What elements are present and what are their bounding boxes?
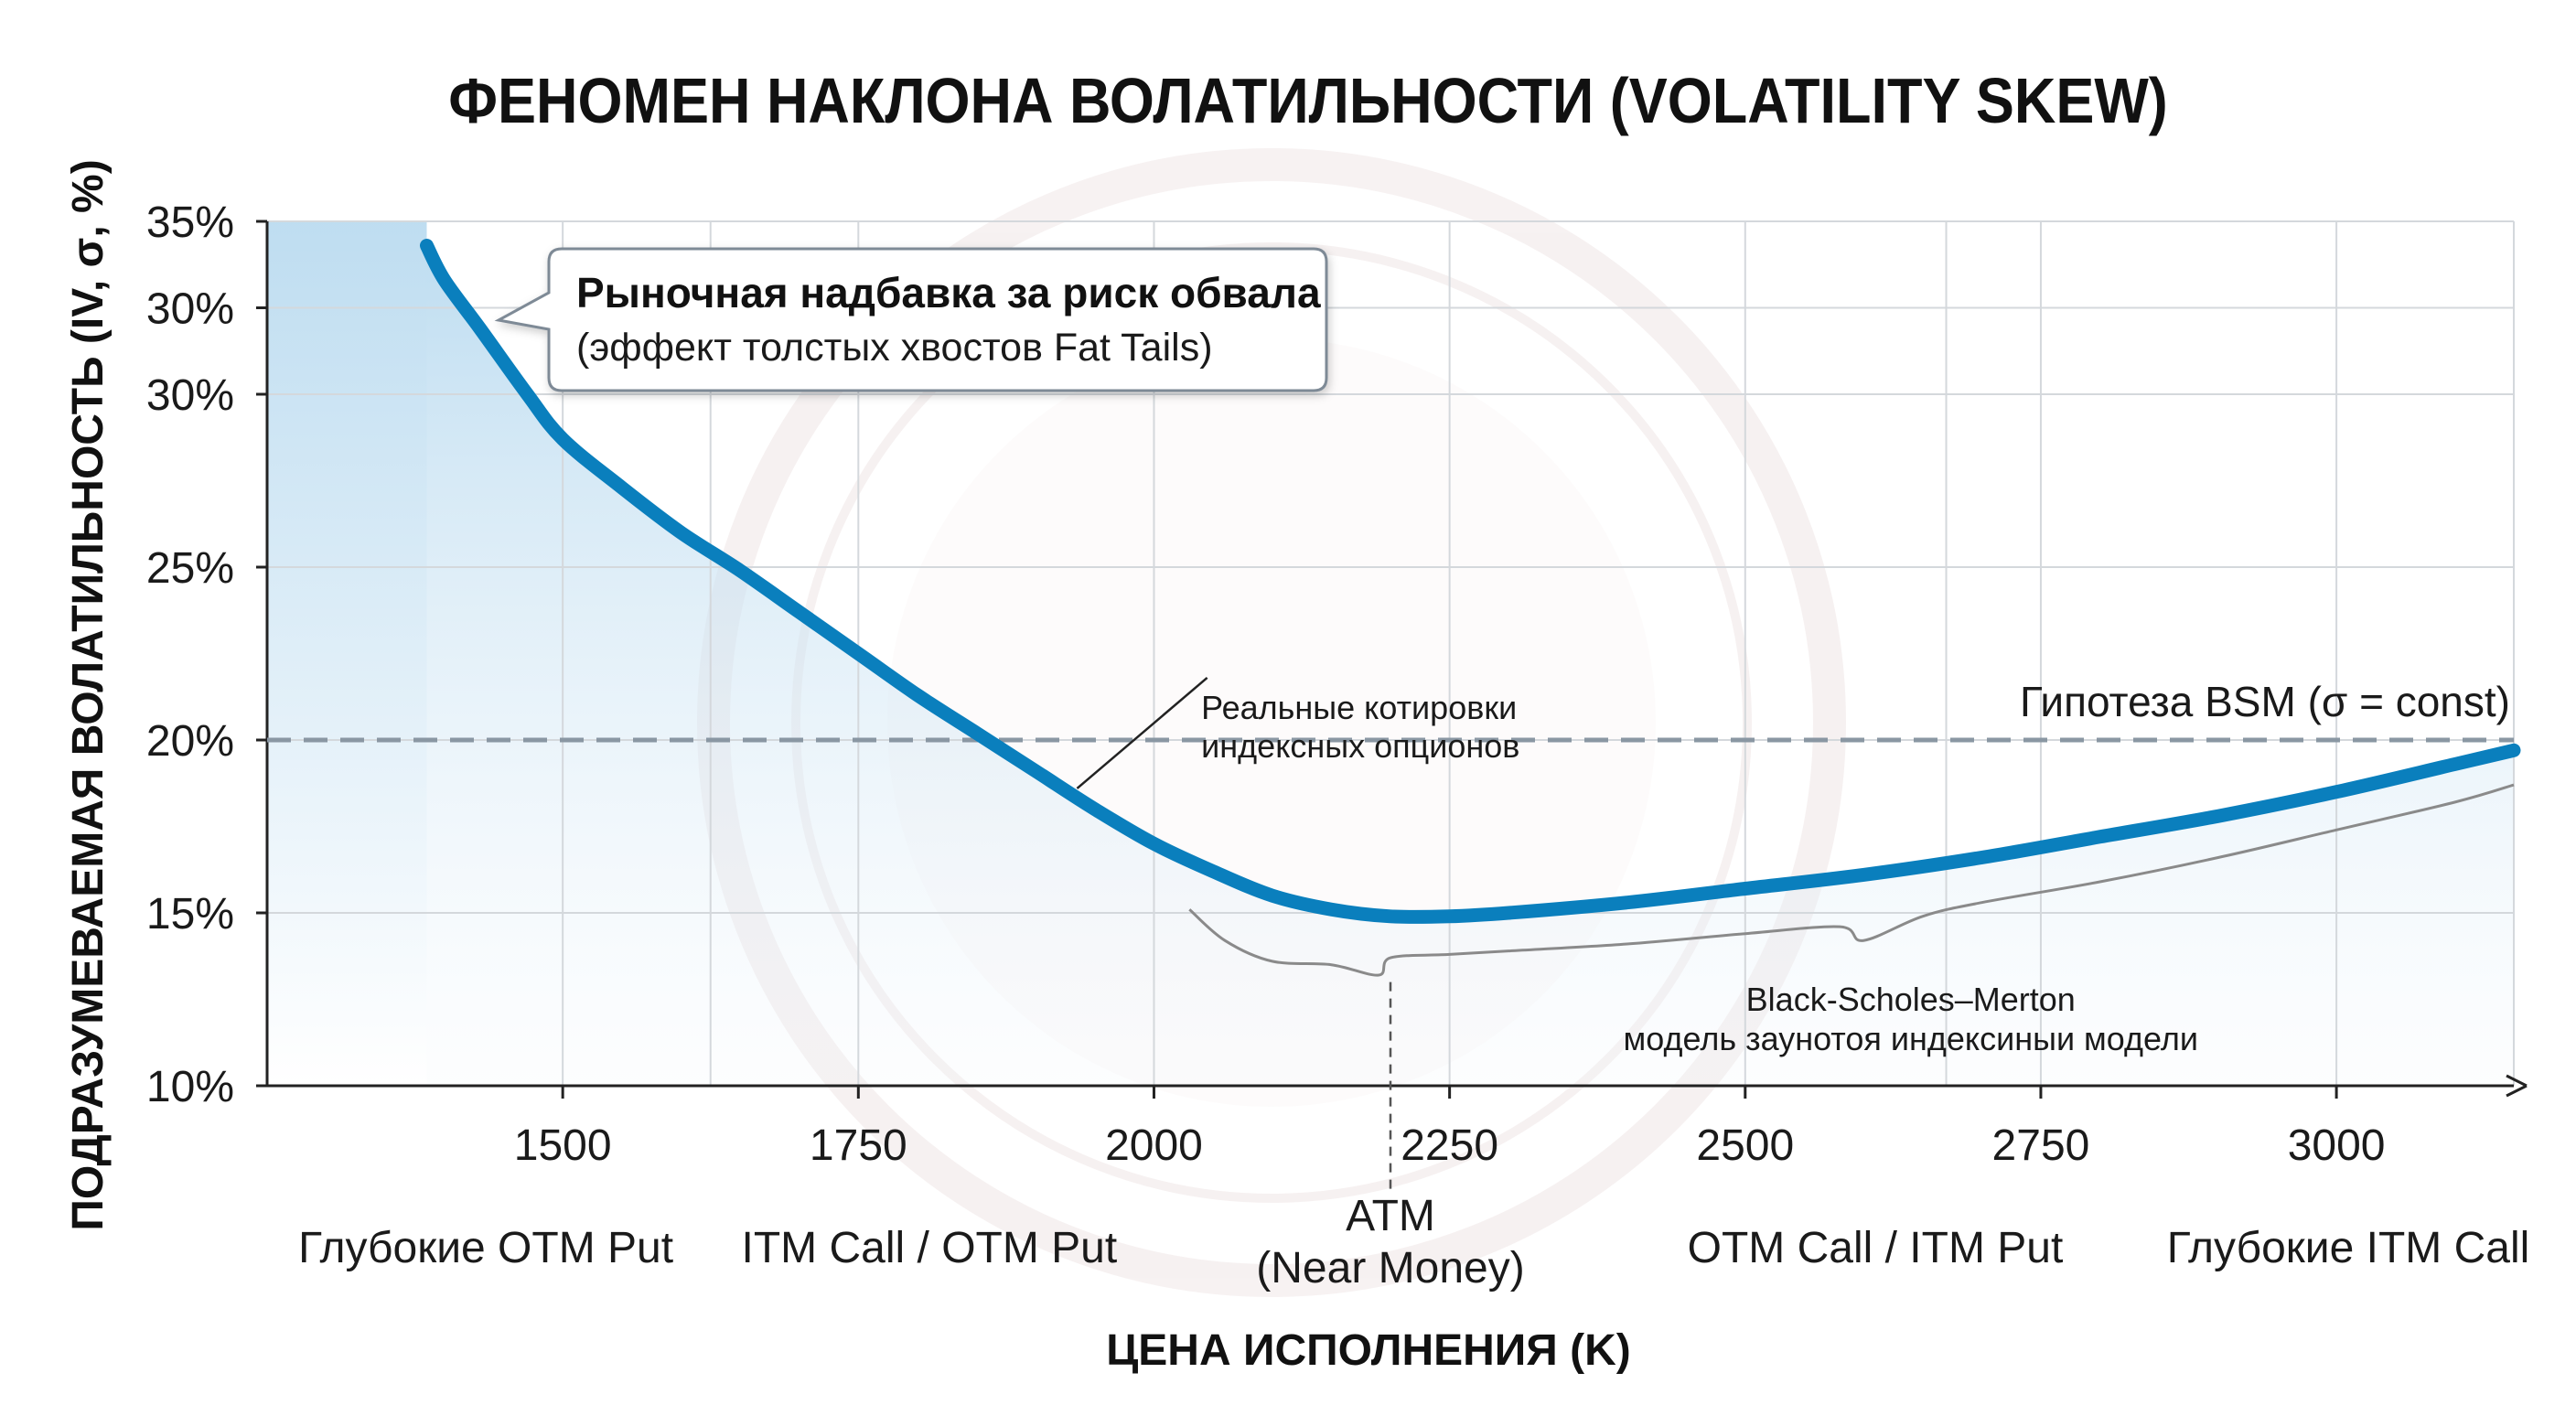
zone-label: ITM Call / OTM Put: [742, 1224, 1118, 1272]
y-tick-label: 35%: [146, 198, 234, 247]
zone-label: OTM Call / ITM Put: [1688, 1224, 2064, 1272]
x-tick-label: 2000: [1105, 1121, 1203, 1170]
zone-label: Глубокие OTM Put: [298, 1224, 673, 1272]
real-quotes-leader: [1076, 677, 1208, 789]
y-tick-label: 20%: [146, 717, 234, 766]
x-tick-label: 2250: [1401, 1121, 1498, 1170]
y-tick-label: 25%: [146, 544, 234, 593]
chart-title: ФЕНОМЕН НАКЛОНА ВОЛАТИЛЬНОСТИ (VOLATILIT…: [448, 66, 2168, 137]
callout-subtitle: (эффект толстых хвостов Fat Tails): [576, 326, 1213, 370]
bsm-model-label: модель заунотоя индексиныи модели: [1624, 1020, 2199, 1057]
x-tick-label: 2500: [1696, 1121, 1794, 1170]
zone-label: ATM: [1346, 1192, 1435, 1240]
y-tick-label: 30%: [146, 371, 234, 420]
y-tick-label: 30%: [146, 285, 234, 334]
bsm-reference-label: Гипотеза BSM (σ = const): [2020, 678, 2510, 725]
y-tick-label: 15%: [146, 890, 234, 938]
callout-title: Рыночная надбавка за риск обвала: [576, 269, 1321, 316]
plot-background: [267, 221, 2514, 1086]
y-tick-label: 10%: [146, 1063, 234, 1111]
bsm-model-curve: [1188, 783, 2515, 977]
x-tick-label: 1500: [514, 1121, 612, 1170]
y-axis-title: ПОДРАЗУМЕВАЕМАЯ ВОЛАТИЛЬНОСТЬ (IV, σ, %): [64, 159, 113, 1230]
zone-label: Глубокие ITM Call: [2167, 1224, 2530, 1272]
real-quotes-curve: [420, 239, 2521, 924]
real-quotes-label: Реальные котировки: [1201, 689, 1517, 726]
x-axis-arrow: [2506, 1074, 2528, 1098]
left-tail-shading: [267, 221, 427, 1086]
x-axis-title: ЦЕНА ИСПОЛНЕНИЯ (K): [1106, 1326, 1631, 1375]
callout-box: [494, 247, 1328, 392]
x-tick-label: 3000: [2288, 1121, 2386, 1170]
tick-labels: 10% 15% 20% 25% 30% 30% 35% 1500 1750 2000 2250 250…: [146, 198, 2386, 1170]
bsm-model-label: Black-Scholes–Merton: [1746, 981, 2076, 1018]
zone-label: (Near Money): [1256, 1244, 1524, 1292]
zone-labels: Глубокие OTM Put ITM Call / OTM Put ATM(Ne…: [298, 1192, 2529, 1292]
x-tick-label: 1750: [810, 1121, 907, 1170]
data-series: Гипотеза BSM (σ = const): [267, 239, 2521, 1194]
x-tick-label: 2750: [1992, 1121, 2090, 1170]
real-quotes-label: индексных опционов: [1201, 727, 1519, 765]
area-under-curve: [426, 245, 2514, 1086]
